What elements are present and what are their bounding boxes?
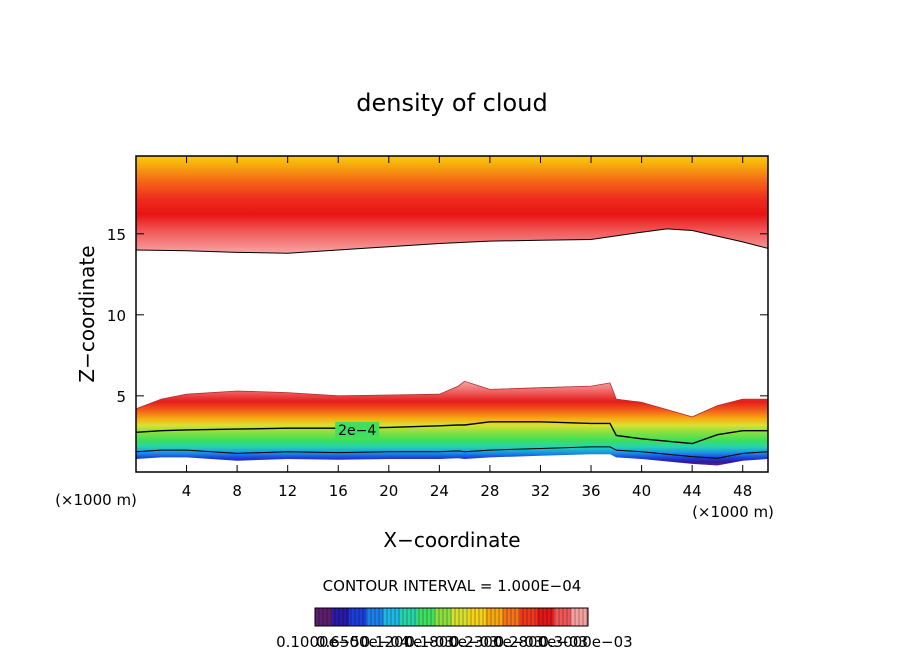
x-tick-label: 4 [182,482,192,500]
x-tick-label: 48 [733,482,752,500]
lower-layer-outline [136,380,768,418]
lower-cloud-layer [136,381,768,466]
x-tick-label: 44 [683,482,702,500]
lower-layer-base-contour [136,446,768,459]
x-tick-label: 16 [329,482,348,500]
colorbar-label: 0.3000e−03 [539,633,632,651]
contour-interval-text: CONTOUR INTERVAL = 1.000E−04 [323,577,582,595]
y-axis-label: Z−coordinate [75,245,99,382]
colorbar-swatch [349,608,367,626]
y-tick-label: 10 [107,307,126,325]
colorbar-labels: 0.1000e−50.6500e−040.1200e−030.1800e−030… [276,633,633,651]
y-axis-ticks: 5 10 15 [107,226,768,406]
colorbar-swatch [553,608,572,626]
colorbar-label: 0.1800e−03 [405,633,498,651]
colorbar-swatch [383,608,401,626]
plot-area: 2e−4 [136,156,768,466]
upper-layer-contour [136,228,768,254]
colorbar-swatch [400,608,418,626]
contour-2e-4 [136,421,768,445]
x-tick-label: 12 [278,482,297,500]
x-tick-label: 40 [632,482,651,500]
x-tick-label: 36 [581,482,600,500]
colorbar-swatch [468,608,487,626]
x-tick-label: 20 [379,482,398,500]
upper-cloud-layer [136,156,768,254]
y-tick-label: 5 [116,388,126,406]
contour-label: 2e−4 [338,423,376,439]
plot-frame [135,155,769,473]
colorbar-label: 0.2300e−03 [450,633,543,651]
x-axis-ticks: 4 8 12 16 20 24 28 32 36 40 44 48 [182,156,752,500]
contour-label-background [335,421,380,438]
colorbar-swatch [332,608,350,626]
x-tick-label: 32 [531,482,550,500]
colorbar-label: 0.2800e−03 [495,633,588,651]
x-unit-label-right: (×1000 m) [692,503,774,521]
colorbar-label: 0.1200e−03 [361,633,454,651]
colorbar-swatch [315,608,333,626]
colorbar-label: 0.1000e−5 [276,633,360,651]
x-tick-label: 28 [480,482,499,500]
colorbar [314,607,589,627]
colorbar-swatch [451,608,469,626]
x-unit-label-left: (×1000 m) [55,491,137,509]
x-tick-label: 24 [430,482,449,500]
x-axis-label: X−coordinate [383,528,520,552]
y-tick-label: 15 [107,226,126,244]
colorbar-frame [314,607,589,627]
x-tick-label: 8 [232,482,242,500]
colorbar-label: 0.6500e−04 [316,633,409,651]
colorbar-swatch [502,608,521,626]
colorbar-swatch [417,608,435,626]
colorbar-swatch [570,608,589,626]
colorbar-swatch [485,608,504,626]
chart-title: density of cloud [356,89,547,117]
colorbar-swatch [519,608,538,626]
colorbar-swatch [536,608,555,626]
